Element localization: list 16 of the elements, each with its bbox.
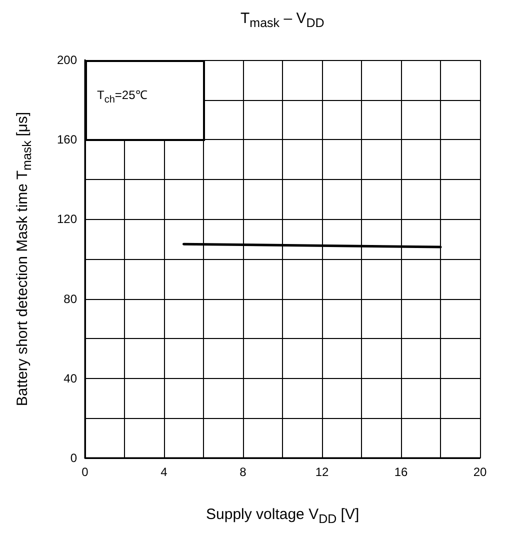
x-tick-label: 8 [240, 465, 247, 479]
x-tick-label: 4 [160, 465, 168, 479]
chart-title: T$_{mask}$ – V$_{DD}$ [240, 10, 324, 30]
x-tick-label: 16 [394, 465, 408, 479]
x-tick-label: 12 [315, 465, 329, 479]
x-axis-title: Supply voltage V$_{DD}$ [V] [206, 506, 360, 526]
y-tick-label: 200 [56, 53, 78, 67]
y-tick-label: 160 [56, 132, 78, 147]
y-tick-label: 0 [70, 451, 78, 465]
y-tick-label: 40 [64, 371, 78, 386]
y-tick-label: 80 [64, 292, 78, 306]
annotation: T$_{ch}$=25℃ [97, 87, 148, 106]
x-tick-label: 0 [82, 465, 89, 479]
x-tick-label: 20 [473, 465, 487, 479]
note-box: T$_{ch}$=25℃ [85, 60, 204, 141]
y-tick-label: 120 [56, 212, 78, 226]
